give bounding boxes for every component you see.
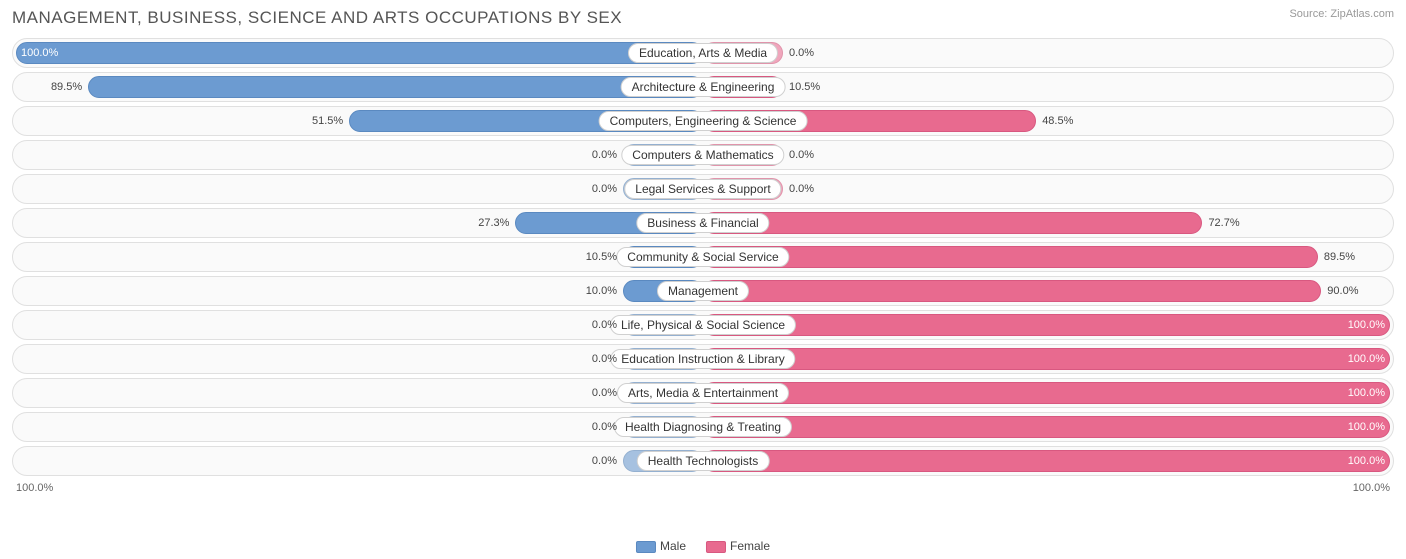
chart-row: 10.5% 89.5% Community & Social Service — [12, 242, 1394, 272]
female-pct-label: 100.0% — [1348, 421, 1385, 433]
category-label: Management — [657, 281, 749, 301]
female-swatch — [706, 541, 726, 553]
legend: Male Female — [636, 539, 770, 553]
male-pct-label: 0.0% — [592, 455, 617, 467]
female-pct-label: 0.0% — [789, 149, 814, 161]
chart-row: 27.3% 72.7% Business & Financial — [12, 208, 1394, 238]
female-pct-label: 72.7% — [1208, 217, 1239, 229]
female-pct-label: 100.0% — [1348, 353, 1385, 365]
male-pct-label: 0.0% — [592, 353, 617, 365]
category-label: Arts, Media & Entertainment — [617, 383, 789, 403]
axis-left-label: 100.0% — [16, 482, 53, 494]
occupations-chart: 100.0%0.0%Education, Arts & Media89.5%10… — [12, 38, 1394, 476]
male-pct-label: 10.5% — [586, 251, 617, 263]
axis-right-label: 100.0% — [1353, 482, 1390, 494]
category-label: Architecture & Engineering — [621, 77, 786, 97]
chart-row: 0.0% 100.0% Life, Physical & Social Scienc… — [12, 310, 1394, 340]
female-pct-label: 48.5% — [1042, 115, 1073, 127]
legend-female: Female — [706, 539, 770, 553]
male-pct-label: 0.0% — [592, 149, 617, 161]
legend-male: Male — [636, 539, 686, 553]
category-label: Legal Services & Support — [624, 179, 781, 199]
male-pct-label: 51.5% — [312, 115, 343, 127]
category-label: Life, Physical & Social Science — [610, 315, 796, 335]
category-label: Education Instruction & Library — [610, 349, 795, 369]
source-attribution: Source: ZipAtlas.com — [1289, 8, 1394, 20]
female-bar — [703, 416, 1390, 438]
female-bar — [703, 382, 1390, 404]
chart-row: 0.0% 100.0% Health Diagnosing & Treating — [12, 412, 1394, 442]
chart-row: 51.5% 48.5% Computers, Engineering & Scien… — [12, 106, 1394, 136]
category-label: Computers & Mathematics — [621, 145, 784, 165]
category-label: Computers, Engineering & Science — [599, 111, 808, 131]
male-pct-label: 0.0% — [592, 421, 617, 433]
male-pct-label: 27.3% — [478, 217, 509, 229]
female-bar — [703, 212, 1202, 234]
chart-row: 0.0% 100.0% Health Technologists — [12, 446, 1394, 476]
legend-female-label: Female — [730, 539, 770, 553]
male-pct-label: 0.0% — [592, 319, 617, 331]
female-pct-label: 100.0% — [1348, 387, 1385, 399]
male-swatch — [636, 541, 656, 553]
female-bar — [703, 314, 1390, 336]
legend-male-label: Male — [660, 539, 686, 553]
category-label: Business & Financial — [636, 213, 769, 233]
female-bar — [703, 348, 1390, 370]
female-bar — [703, 450, 1390, 472]
chart-row: 100.0% 0.0% Education, Arts & Media — [12, 38, 1394, 68]
category-label: Health Technologists — [637, 451, 770, 471]
female-bar — [703, 246, 1318, 268]
female-pct-label: 100.0% — [1348, 455, 1385, 467]
chart-row: 10.0% 90.0% Management — [12, 276, 1394, 306]
x-axis: 100.0% 100.0% — [12, 482, 1394, 494]
male-pct-label: 100.0% — [21, 47, 58, 59]
category-label: Education, Arts & Media — [628, 43, 778, 63]
female-pct-label: 100.0% — [1348, 319, 1385, 331]
male-pct-label: 10.0% — [586, 285, 617, 297]
male-pct-label: 0.0% — [592, 183, 617, 195]
chart-row: 0.0% 0.0% Computers & Mathematics — [12, 140, 1394, 170]
chart-row: 0.0% 0.0% Legal Services & Support — [12, 174, 1394, 204]
female-pct-label: 90.0% — [1327, 285, 1358, 297]
category-label: Health Diagnosing & Treating — [614, 417, 792, 437]
male-pct-label: 89.5% — [51, 81, 82, 93]
female-pct-label: 0.0% — [789, 183, 814, 195]
female-bar — [703, 280, 1321, 302]
chart-row: 89.5% 10.5%Architecture & Engineering — [12, 72, 1394, 102]
category-label: Community & Social Service — [616, 247, 789, 267]
female-pct-label: 89.5% — [1324, 251, 1355, 263]
chart-title: MANAGEMENT, BUSINESS, SCIENCE AND ARTS O… — [12, 8, 622, 28]
male-bar — [16, 42, 703, 64]
male-pct-label: 0.0% — [592, 387, 617, 399]
chart-row: 0.0% 100.0% Arts, Media & Entertainment — [12, 378, 1394, 408]
female-pct-label: 10.5% — [789, 81, 820, 93]
female-pct-label: 0.0% — [789, 47, 814, 59]
chart-row: 0.0% 100.0% Education Instruction & Librar… — [12, 344, 1394, 374]
male-bar — [88, 76, 703, 98]
